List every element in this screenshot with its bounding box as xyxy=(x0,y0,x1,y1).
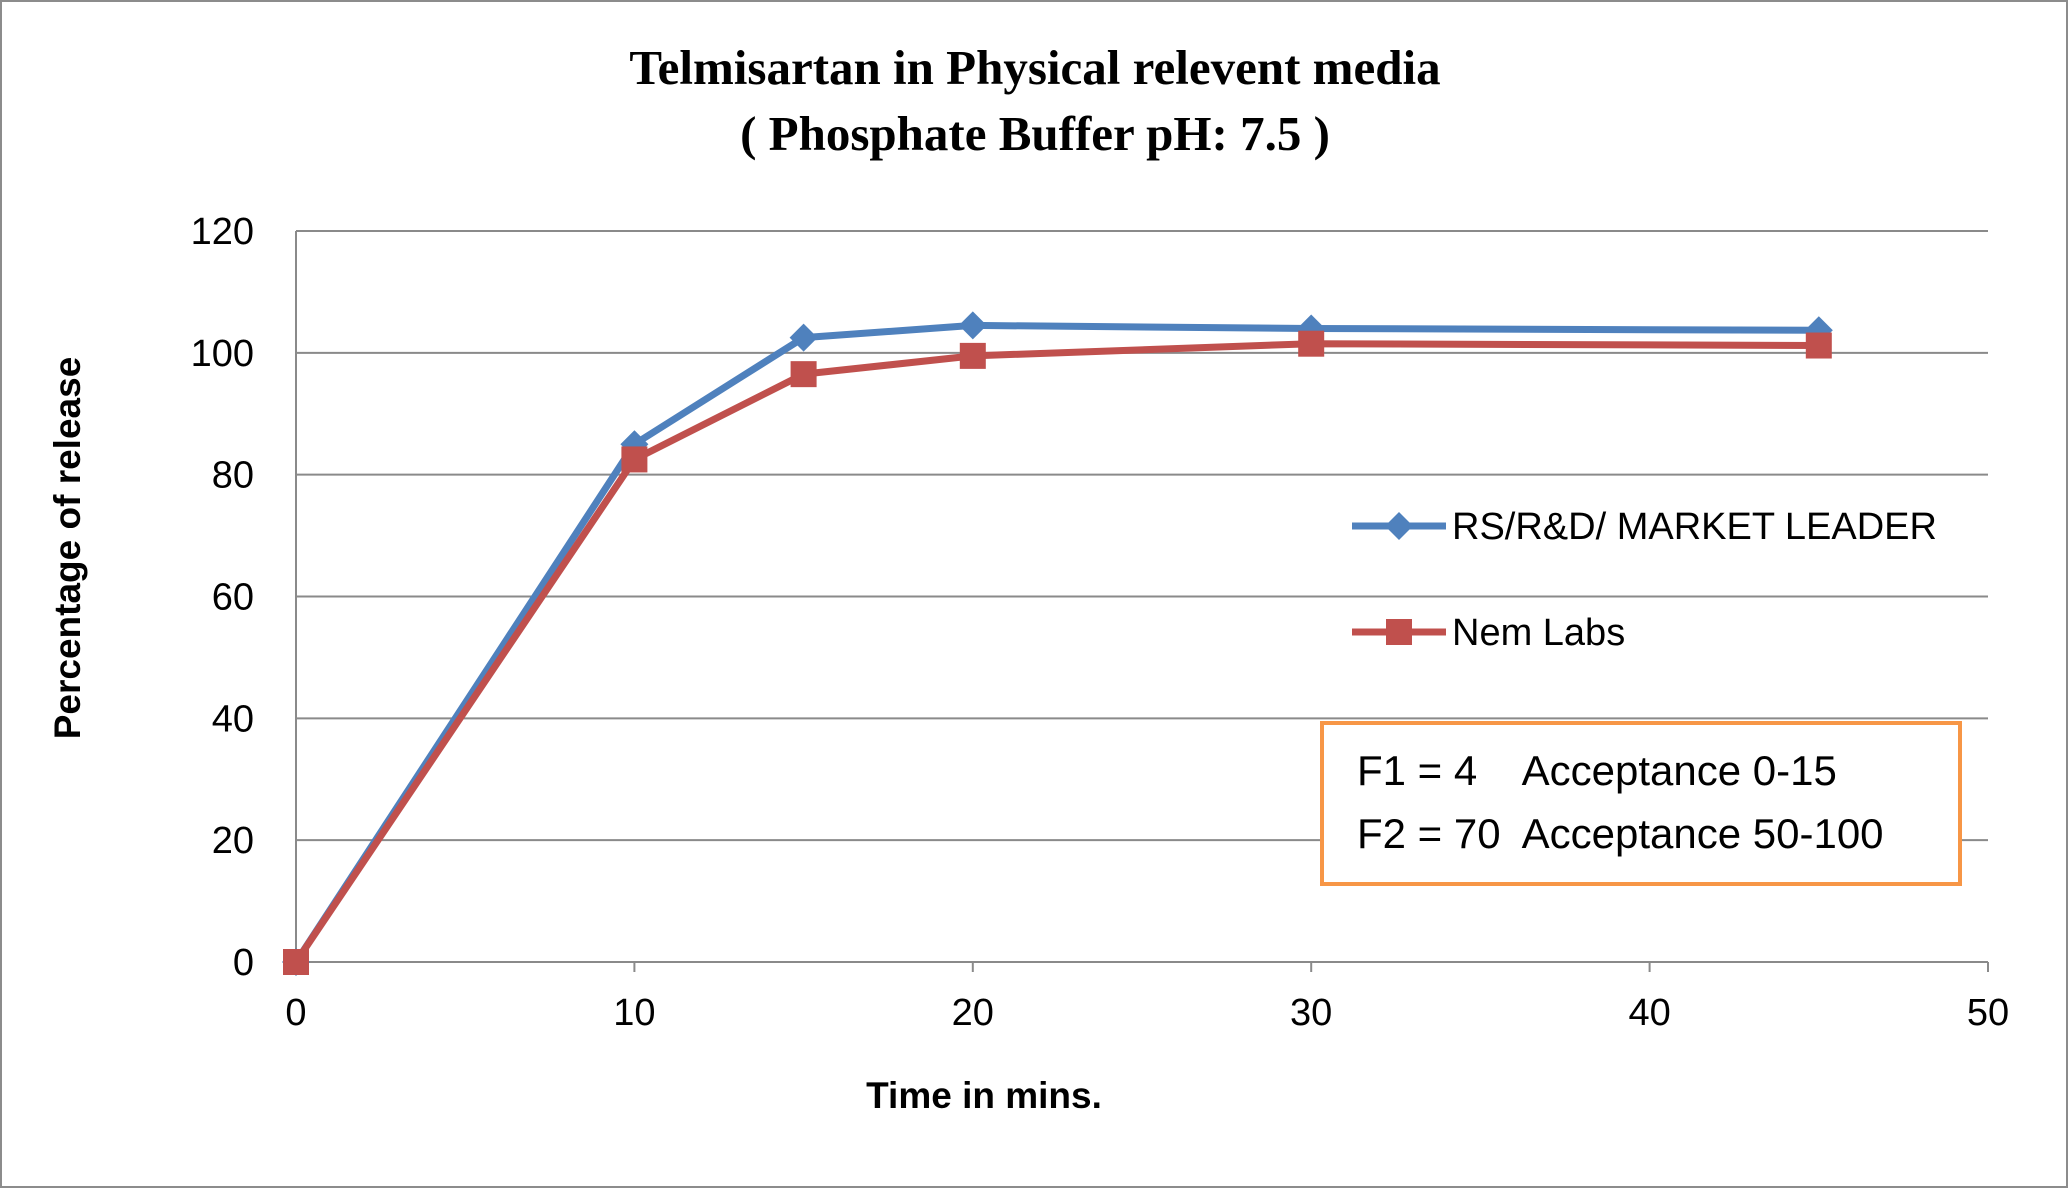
y-tick-label: 40 xyxy=(212,698,254,740)
data-point-square xyxy=(1805,332,1832,359)
legend-item-market-leader: RS/R&D/ MARKET LEADER xyxy=(1352,506,1937,548)
data-point-square xyxy=(621,446,648,473)
legend-label-nem-labs: Nem Labs xyxy=(1452,612,1625,654)
annotation-border xyxy=(1320,721,1962,886)
y-tick-label: 100 xyxy=(191,333,254,375)
x-tick-label: 20 xyxy=(952,992,994,1034)
y-tick-label: 60 xyxy=(212,577,254,619)
x-tick-label: 10 xyxy=(613,992,655,1034)
legend-marker-square xyxy=(1386,619,1412,645)
legend: RS/R&D/ MARKET LEADER Nem Labs xyxy=(1352,506,1937,654)
series-line-1 xyxy=(293,340,1819,964)
y-tick-label: 0 xyxy=(233,942,254,984)
x-tick-label: 0 xyxy=(285,992,306,1034)
data-point-diamond xyxy=(789,323,818,352)
legend-label-market-leader: RS/R&D/ MARKET LEADER xyxy=(1452,506,1937,548)
series-1 xyxy=(283,330,1832,975)
data-point-square xyxy=(1298,330,1325,357)
series-line-0 xyxy=(293,321,1819,964)
x-axis-label: Time in mins. xyxy=(866,1075,1102,1116)
annotation-line-f2: F2 = 70 Acceptance 50-100 xyxy=(1357,810,1884,857)
y-axis-ticks: 0 20 40 60 80 100 120 xyxy=(191,211,254,984)
legend-item-nem-labs: Nem Labs xyxy=(1352,612,1625,654)
x-tick-label: 50 xyxy=(1967,992,2009,1034)
series-group xyxy=(282,311,1833,976)
legend-marker-diamond xyxy=(1385,512,1413,540)
annotation-box: F1 = 4 Acceptance 0-15 F2 = 70 Acceptanc… xyxy=(1320,721,1962,886)
data-point-square xyxy=(959,342,986,369)
data-point-diamond xyxy=(958,311,987,340)
data-point-square xyxy=(790,361,817,388)
data-point-square xyxy=(283,949,309,975)
y-tick-label: 20 xyxy=(212,820,254,862)
annotation-line-f1: F1 = 4 Acceptance 0-15 xyxy=(1357,747,1837,794)
chart-subtitle: ( Phosphate Buffer pH: 7.5 ) xyxy=(740,106,1330,161)
x-axis-ticks: 0 10 20 30 40 50 xyxy=(285,962,2009,1034)
y-tick-label: 80 xyxy=(212,455,254,497)
x-tick-label: 40 xyxy=(1628,992,1670,1034)
axes xyxy=(295,231,1988,963)
x-tick-label: 30 xyxy=(1290,992,1332,1034)
y-axis-label: Percentage of release xyxy=(47,357,88,740)
y-tick-label: 120 xyxy=(191,211,254,253)
chart-title: Telmisartan in Physical relevent media xyxy=(629,40,1440,95)
